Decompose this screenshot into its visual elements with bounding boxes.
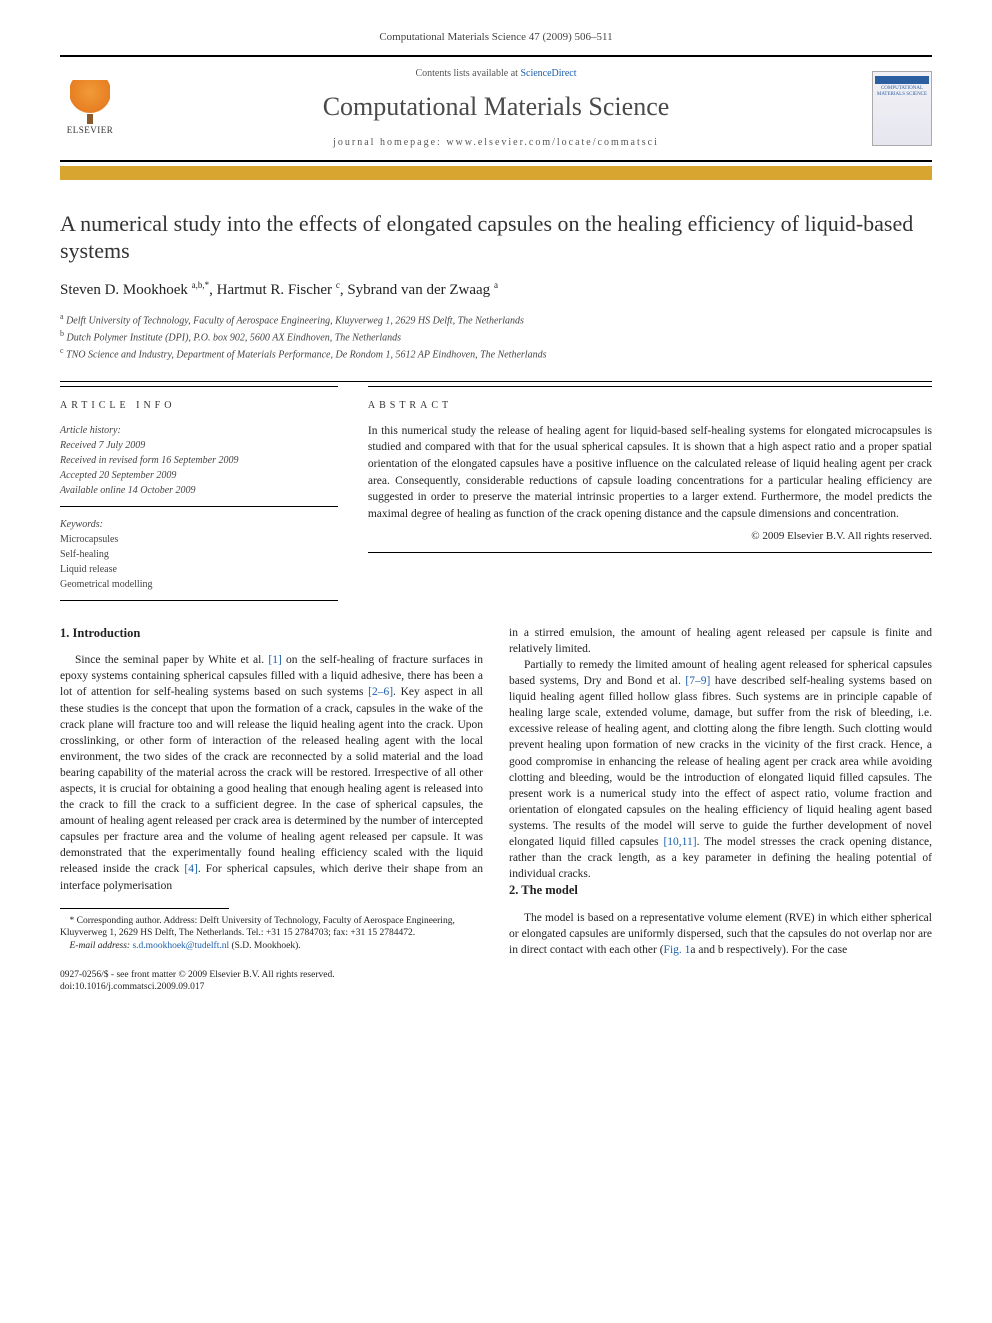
keyword: Microcapsules xyxy=(60,532,338,547)
elsevier-text: ELSEVIER xyxy=(67,124,114,137)
corresponding-footnote: * Corresponding author. Address: Delft U… xyxy=(60,915,483,953)
cover-bar xyxy=(875,76,929,84)
received: Received 7 July 2009 xyxy=(60,438,338,453)
affiliations: a Delft University of Technology, Facult… xyxy=(60,311,932,363)
author-list: Steven D. Mookhoek a,b,*, Hartmut R. Fis… xyxy=(60,279,932,301)
info-head: ARTICLE INFO xyxy=(60,399,338,413)
history-label: Article history: xyxy=(60,423,338,438)
article-info: ARTICLE INFO Article history: Received 7… xyxy=(60,386,338,601)
cover-text: COMPUTATIONAL MATERIALS SCIENCE xyxy=(875,86,929,97)
keyword: Liquid release xyxy=(60,562,338,577)
running-head: Computational Materials Science 47 (2009… xyxy=(60,30,932,45)
affil-b: b Dutch Polymer Institute (DPI), P.O. bo… xyxy=(60,328,932,345)
front-matter: 0927-0256/$ - see front matter © 2009 El… xyxy=(60,969,483,981)
online: Available online 14 October 2009 xyxy=(60,483,338,498)
footnote-rule xyxy=(60,908,229,909)
abstract-text: In this numerical study the release of h… xyxy=(368,423,932,523)
journal-header: ELSEVIER Contents lists available at Sci… xyxy=(60,55,932,161)
elsevier-logo: ELSEVIER xyxy=(60,79,120,139)
section-2-head: 2. The model xyxy=(509,882,932,900)
revised: Received in revised form 16 September 20… xyxy=(60,453,338,468)
doi-block: 0927-0256/$ - see front matter © 2009 El… xyxy=(60,969,483,994)
email-label: E-mail address: xyxy=(70,941,131,951)
s1-p3: Partially to remedy the limited amount o… xyxy=(509,657,932,882)
avail-prefix: Contents lists available at xyxy=(415,68,520,79)
article-body: 1. Introduction Since the seminal paper … xyxy=(60,625,932,994)
abstract-copyright: © 2009 Elsevier B.V. All rights reserved… xyxy=(368,529,932,553)
sciencedirect-link[interactable]: ScienceDirect xyxy=(520,68,576,79)
article-history: Article history: Received 7 July 2009 Re… xyxy=(60,423,338,507)
affil-c: c TNO Science and Industry, Department o… xyxy=(60,345,932,362)
s2-p1: The model is based on a representative v… xyxy=(509,910,932,958)
journal-cover-thumb: COMPUTATIONAL MATERIALS SCIENCE xyxy=(872,71,932,146)
keyword: Self-healing xyxy=(60,547,338,562)
info-abstract-row: ARTICLE INFO Article history: Received 7… xyxy=(60,381,932,601)
email-link[interactable]: s.d.mookhoek@tudelft.nl xyxy=(132,941,229,951)
availability-line: Contents lists available at ScienceDirec… xyxy=(120,67,872,81)
keywords: Keywords: Microcapsules Self-healing Liq… xyxy=(60,517,338,601)
keyword: Geometrical modelling xyxy=(60,577,338,592)
doi-line: doi:10.1016/j.commatsci.2009.09.017 xyxy=(60,981,483,993)
keywords-label: Keywords: xyxy=(60,517,338,532)
article-title: A numerical study into the effects of el… xyxy=(60,210,932,265)
elsevier-tree-icon xyxy=(70,80,110,120)
accepted: Accepted 20 September 2009 xyxy=(60,468,338,483)
corr-author: * Corresponding author. Address: Delft U… xyxy=(60,915,483,941)
journal-homepage: journal homepage: www.elsevier.com/locat… xyxy=(120,136,872,150)
corr-email: E-mail address: s.d.mookhoek@tudelft.nl … xyxy=(60,940,483,953)
abstract-head: ABSTRACT xyxy=(368,399,932,413)
s1-p2: in a stirred emulsion, the amount of hea… xyxy=(509,625,932,657)
email-who: (S.D. Mookhoek). xyxy=(231,941,300,951)
abstract: ABSTRACT In this numerical study the rel… xyxy=(368,386,932,601)
s1-p1: Since the seminal paper by White et al. … xyxy=(60,652,483,893)
journal-title: Computational Materials Science xyxy=(120,89,872,125)
header-center: Contents lists available at ScienceDirec… xyxy=(120,67,872,149)
section-1-head: 1. Introduction xyxy=(60,625,483,643)
affil-a: a Delft University of Technology, Facult… xyxy=(60,311,932,328)
gold-divider xyxy=(60,166,932,180)
